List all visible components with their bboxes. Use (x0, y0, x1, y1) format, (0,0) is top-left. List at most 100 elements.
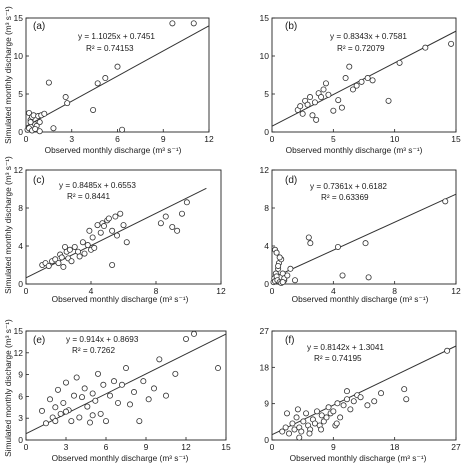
panel-a-point (62, 94, 69, 101)
panel-c-point (66, 246, 73, 253)
panel-a-point (169, 20, 176, 27)
panel-f-point (323, 414, 330, 421)
panel-b-ytick-label: 0 (264, 127, 269, 137)
panel-e-point (43, 420, 50, 427)
panel-d-point (287, 265, 294, 272)
panel-f-point (306, 430, 313, 437)
panel-f-point (293, 414, 300, 421)
panel-c-ylabel: Simulated monthly discharge (m³ s⁻¹) (3, 156, 13, 294)
panel-c-equation: y = 0.8485x + 0.6553 (59, 181, 136, 190)
panel-c-point (97, 229, 104, 236)
panel-b-point (346, 63, 353, 70)
panel-e-point (39, 407, 46, 414)
panel-e-point (81, 385, 88, 392)
panel-d-r2: R² = 0.63369 (321, 193, 369, 202)
panel-b-point (318, 94, 325, 101)
panel-c-frame (25, 169, 222, 285)
panel-e-point (172, 370, 179, 377)
panel-a-point (50, 125, 57, 132)
panel-e-point (71, 392, 78, 399)
panel-a-point (102, 75, 109, 82)
panel-e-ytick-label: 9 (18, 370, 23, 380)
panel-f-fit-line (271, 345, 457, 436)
panel-b-point (325, 91, 332, 98)
panel-f-point (343, 388, 350, 395)
panel-f-point (337, 414, 344, 421)
panel-c-ytick-label: 12 (14, 165, 24, 175)
panel-d-point (339, 272, 346, 279)
panel-d-ytick-label: 8 (264, 203, 269, 213)
panel-f-ytick-label: 18 (260, 362, 270, 372)
panel-a-ytick-label: 0 (18, 127, 23, 137)
panel-e-ytick-label: 15 (14, 326, 24, 336)
panel-d-point (442, 198, 449, 205)
panel-f-point (283, 410, 290, 417)
panel-e-point (162, 392, 169, 399)
panel-e-point (89, 390, 96, 397)
panel-e-point (55, 386, 62, 393)
panel-f-r2: R² = 0.74195 (314, 354, 362, 363)
panel-a-fit-line (25, 25, 210, 127)
panel-c-point (174, 227, 181, 234)
panel-f-point (320, 418, 327, 425)
panel-d-ytick-label: 12 (260, 165, 270, 175)
panel-a-point (27, 119, 34, 126)
panel-e-ytick-label: 3 (18, 413, 23, 423)
panel-e-xtick-label: 12 (181, 442, 191, 452)
panel-b-equation: y = 0.8343x + 0.7581 (330, 32, 407, 41)
panel-d: (d) y = 0.7361x + 0.6182 R² = 0.63369 Ob… (285, 175, 429, 304)
panel-e-point (156, 356, 163, 363)
panel-e-xtick-label: 15 (221, 442, 231, 452)
panel-e-xtick-label: 9 (144, 442, 149, 452)
panel-d-plot: 0 4 8 12 0 4 8 12 (260, 165, 461, 296)
panel-b-point (338, 104, 345, 111)
panel-e-letter: (e) (33, 335, 45, 346)
panel-b: (b) y = 0.8343x + 0.7581 R² = 0.72079 Ob… (285, 21, 423, 155)
panel-c-point (71, 243, 78, 250)
panel-a-point (41, 110, 48, 117)
panel-f-point (279, 428, 286, 435)
panel-f-xtick-label: 18 (390, 442, 400, 452)
panel-a-point (45, 79, 52, 86)
panel-e-fit-line (25, 333, 227, 435)
panel-e-point (95, 370, 102, 377)
panel-d-xtick-label: 4 (331, 286, 336, 296)
panel-e-point (182, 335, 189, 342)
panel-e: (e) y = 0.914x + 0.8693 R² = 0.7262 Obse… (3, 319, 189, 463)
panel-c-point (84, 242, 91, 249)
panel-a-point (36, 119, 43, 126)
panel-b-point (342, 75, 349, 82)
panel-d-letter: (d) (285, 175, 297, 186)
panel-d-xtick-label: 0 (270, 286, 275, 296)
panel-b-point (297, 103, 304, 110)
panel-b-frame (271, 17, 457, 133)
panel-c-r2: R² = 0.8441 (67, 192, 110, 201)
panel-a-ytick-label: 15 (14, 13, 24, 23)
panel-d-ytick-label: 4 (264, 241, 269, 251)
panel-f-point (334, 400, 341, 407)
panel-e-point (115, 399, 122, 406)
panel-e-point (111, 378, 118, 385)
panel-f-point (347, 406, 354, 413)
panel-c-xtick-label: 0 (24, 286, 29, 296)
panel-a-point (190, 20, 197, 27)
panel-b-ytick-label: 10 (260, 51, 270, 61)
panel-a-ylabel: Simulated monthly discharge (m³ s⁻¹) (3, 6, 13, 144)
panel-e-point (92, 397, 99, 404)
panel-f-point (364, 402, 371, 409)
panel-c-point (62, 243, 69, 250)
panel-b-point (304, 101, 311, 108)
panel-c-point (68, 258, 75, 265)
panel-b-xtick-label: 5 (331, 134, 336, 144)
panel-f-ytick-label: 9 (264, 399, 269, 409)
panel-a-ytick-label: 5 (18, 89, 23, 99)
panel-c-point (79, 239, 86, 246)
panel-f-point (444, 347, 451, 354)
panel-e-point (107, 392, 114, 399)
panel-d-ytick-label: 0 (264, 279, 269, 289)
panel-a-equation: y = 1.1025x + 0.7451 (78, 32, 155, 41)
panel-a-xtick-label: 3 (69, 134, 74, 144)
panel-f-point (401, 386, 408, 393)
panel-c-point (117, 210, 124, 217)
